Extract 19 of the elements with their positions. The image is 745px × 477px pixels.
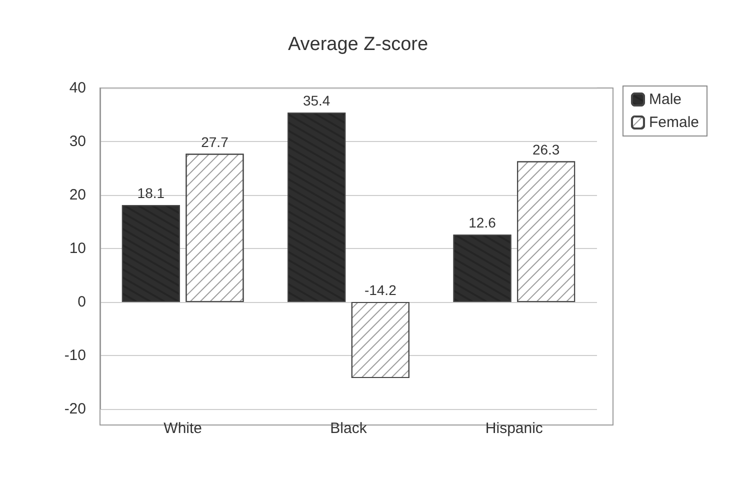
data-label: 27.7 xyxy=(201,134,229,150)
legend-label: Male xyxy=(648,91,682,108)
data-label: -14.2 xyxy=(364,282,397,298)
data-label: 26.3 xyxy=(532,141,560,158)
y-tick-label: -10 xyxy=(64,347,86,364)
y-tick-label: 40 xyxy=(69,80,86,96)
x-tick-label: Black xyxy=(330,420,368,437)
y-tick-label: 0 xyxy=(78,294,86,310)
data-label: 35.4 xyxy=(302,92,330,109)
y-tick-label: 10 xyxy=(69,240,86,257)
y-tick-label: -20 xyxy=(64,400,86,418)
legend-label: Female xyxy=(648,114,700,131)
data-label: 18.1 xyxy=(137,185,165,202)
data-label: 12.6 xyxy=(468,214,496,231)
y-tick-label: 30 xyxy=(69,133,86,150)
y-tick-label: 20 xyxy=(69,186,86,204)
x-tick-label: Hispanic xyxy=(485,420,544,437)
chart-title: Average Z-score xyxy=(288,34,428,55)
x-tick-label: White xyxy=(164,420,202,437)
